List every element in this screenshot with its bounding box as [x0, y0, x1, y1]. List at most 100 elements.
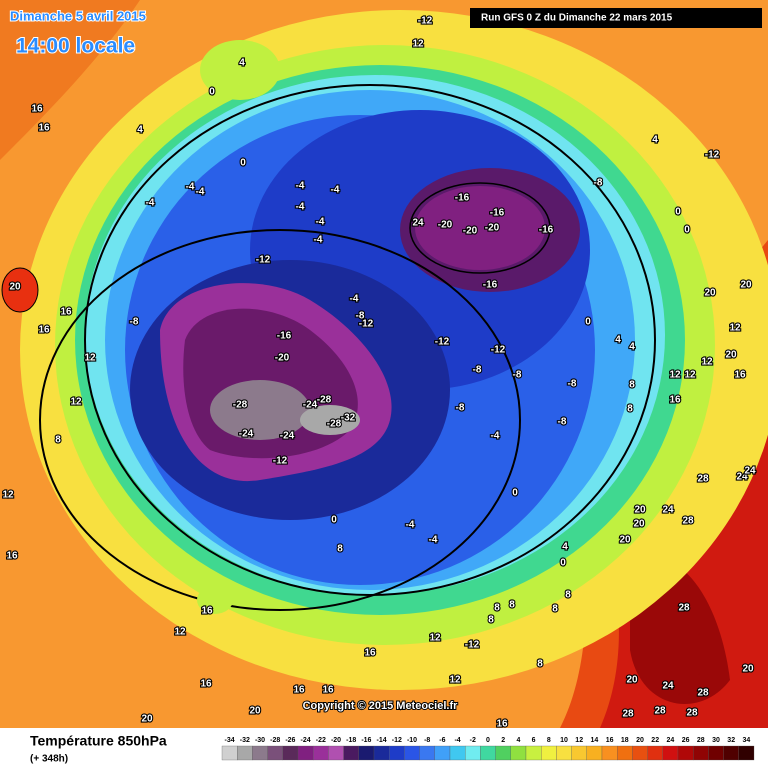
run-box: [470, 8, 762, 28]
contour-label: 28: [697, 474, 709, 485]
legend-tick-label: 2: [501, 737, 505, 744]
contour-label: 24: [744, 466, 756, 477]
legend-swatch: [571, 745, 587, 761]
legend-swatch: [541, 745, 557, 761]
legend-tick-label: -28: [270, 737, 280, 744]
contour-label: -4: [331, 185, 340, 196]
legend-swatch: [708, 745, 724, 761]
legend-swatch: [221, 745, 238, 761]
legend-tick-label: 10: [560, 737, 568, 744]
contour-label: 12: [84, 353, 96, 364]
contour-label: -12: [435, 337, 450, 348]
contour-label: 8: [537, 659, 543, 670]
contour-label: 16: [6, 551, 18, 562]
contour-label: 24: [736, 472, 748, 483]
contour-label: 16: [322, 685, 334, 696]
contour-label: 16: [60, 307, 72, 318]
contour-label: -4: [316, 217, 325, 228]
legend-tick-label: -32: [240, 737, 250, 744]
contour-label: -8: [568, 379, 577, 390]
legend-swatch: [586, 745, 603, 761]
legend-tick-label: -34: [225, 737, 235, 744]
legend-tick-label: -16: [361, 737, 371, 744]
copyright: Copyright © 2015 Meteociel.fr: [303, 700, 459, 712]
legend-swatch: [525, 745, 542, 761]
legend-tick-label: -20: [331, 737, 341, 744]
forecast-time: 14:00 locale: [16, 35, 135, 58]
contour-label: 0: [560, 558, 566, 569]
contour-label: 24: [662, 681, 674, 692]
forecast-date: Dimanche 5 avril 2015: [10, 8, 146, 23]
contour-label: 0: [512, 488, 518, 499]
contour-label: -4: [146, 198, 155, 209]
legend-tick-label: 26: [682, 737, 690, 744]
contour-label: -16: [490, 208, 505, 219]
legend-swatch: [480, 745, 496, 761]
contour-label: -28: [317, 395, 332, 406]
contour-label: 8: [552, 604, 558, 615]
legend-swatch: [404, 745, 420, 761]
legend-swatch: [449, 745, 466, 761]
contour-label: -32: [341, 413, 356, 424]
contour-label: -4: [196, 187, 205, 198]
legend-swatch: [617, 745, 633, 761]
legend-tick-label: -14: [377, 737, 387, 744]
contour-label: 16: [38, 325, 50, 336]
contour-label: -28: [327, 419, 342, 430]
contour-label: 24: [662, 505, 674, 516]
legend-swatch: [313, 745, 329, 761]
legend-tick-label: 18: [621, 737, 629, 744]
legend-swatch: [677, 745, 694, 761]
contour-label: 16: [669, 395, 681, 406]
legend-tick-label: -22: [316, 737, 326, 744]
legend-swatch: [419, 745, 435, 761]
lead-time: (+ 348h): [30, 754, 68, 765]
contour-label: -8: [513, 370, 522, 381]
contour-label: 8: [509, 600, 515, 611]
legend-tick-label: 8: [547, 737, 551, 744]
contour-label: -8: [130, 317, 139, 328]
contour-label: -16: [483, 280, 498, 291]
contour-label: 0: [331, 515, 337, 526]
contour-label: 12: [684, 370, 696, 381]
legend-tick-label: 30: [712, 737, 720, 744]
contour-label: 4: [239, 58, 245, 69]
legend-swatch: [237, 745, 253, 761]
legend-swatch: [601, 745, 618, 761]
contour-label: 28: [686, 708, 698, 719]
contour-label: 28: [697, 688, 709, 699]
legend-swatch: [328, 745, 344, 761]
legend-tick-label: 6: [532, 737, 536, 744]
legend-tick-label: -24: [301, 737, 311, 744]
contour-label: 4: [652, 135, 658, 146]
contour-label: 12: [2, 490, 14, 501]
legend-swatch: [495, 745, 511, 761]
legend-tick-label: 4: [516, 737, 520, 744]
contour-label: -4: [296, 181, 305, 192]
contour-label: -8: [473, 365, 482, 376]
contour-label: -20: [463, 226, 478, 237]
contour-label: -12: [256, 255, 271, 266]
legend-title: Température 850hPa: [30, 733, 167, 749]
contour-label: 16: [496, 719, 508, 730]
contour-label: 12: [449, 675, 461, 686]
contour-label: 16: [364, 648, 376, 659]
legend-tick-label: 0: [486, 737, 490, 744]
contour-label: 20: [634, 505, 646, 516]
contour-label: 4: [137, 125, 143, 136]
legend-tick-label: -26: [285, 737, 295, 744]
contour-label: 12: [174, 627, 186, 638]
legend-tick-label: 14: [591, 737, 599, 744]
contour-label: 4: [562, 542, 568, 553]
contour-label: 16: [200, 679, 212, 690]
contour-label: -4: [406, 520, 415, 531]
contour-label: 20: [740, 280, 752, 291]
contour-label: 16: [734, 370, 746, 381]
contour-label: 16: [31, 104, 43, 115]
temperature-field: [0, 0, 768, 728]
contour-label: 16: [201, 606, 213, 617]
contour-label: -16: [277, 331, 292, 342]
contour-label: -20: [275, 353, 290, 364]
contour-label: 12: [669, 370, 681, 381]
contour-label: 20: [742, 664, 754, 675]
